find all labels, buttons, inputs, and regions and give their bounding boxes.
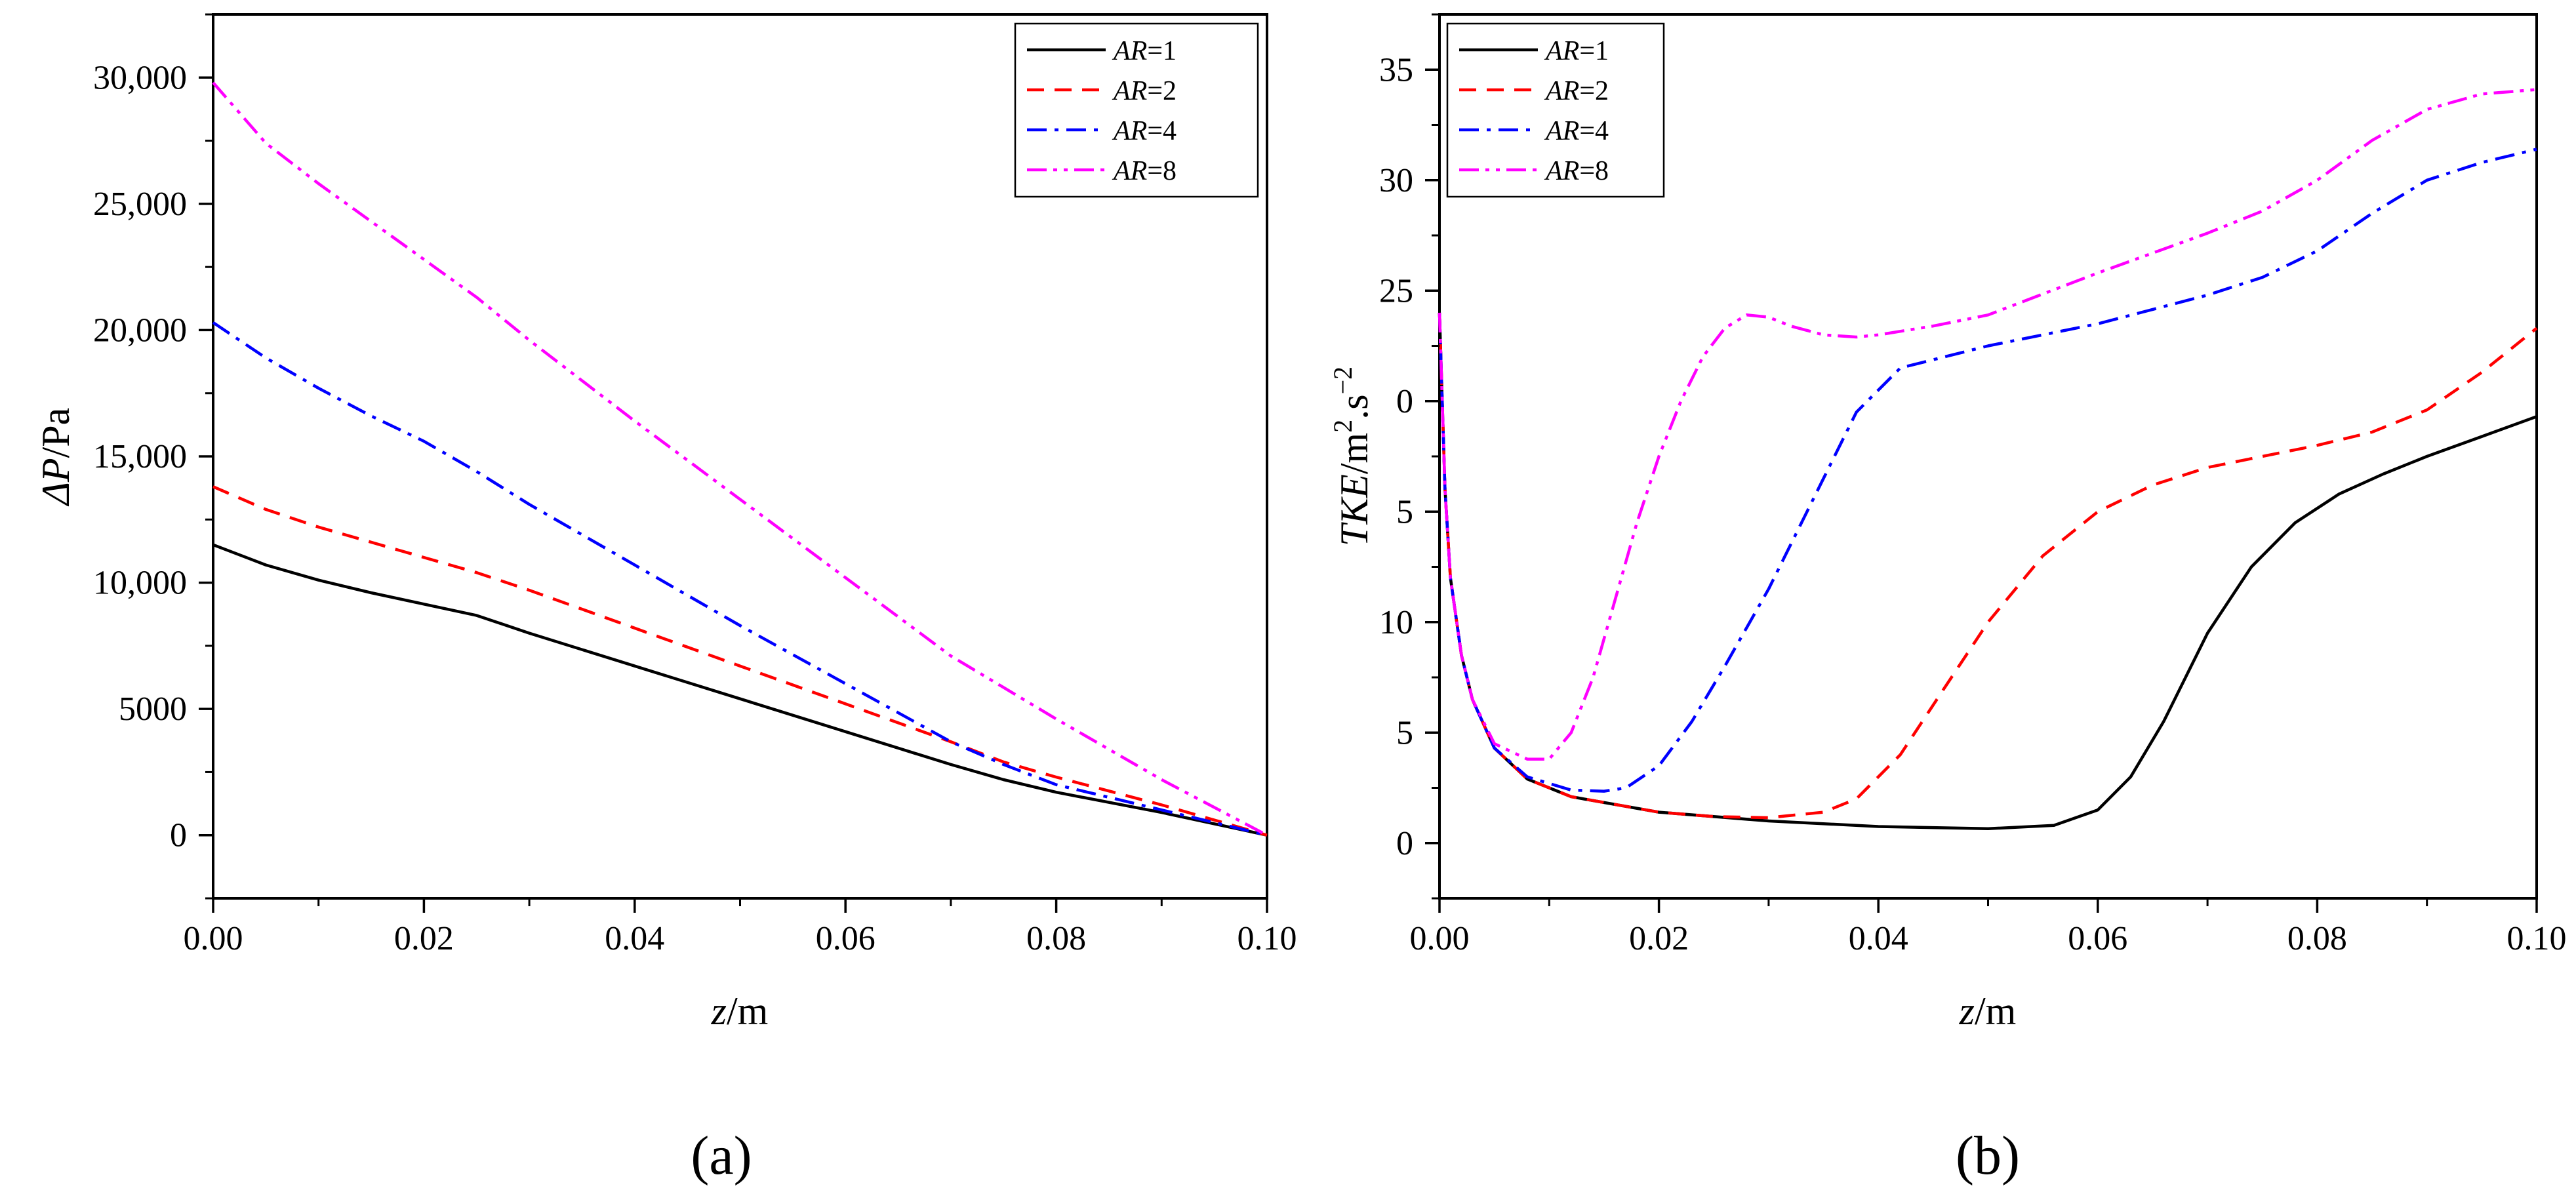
x-tick-label-b: 0.02	[1629, 920, 1689, 957]
series-line-b-4	[1438, 88, 2537, 761]
x-tick-label-b: 0.06	[2068, 920, 2127, 957]
legend-box-b	[1446, 22, 1665, 198]
y-tick-label-a: 15,000	[93, 438, 187, 475]
x-tick-label-b: 0.08	[2287, 920, 2347, 957]
curves-b	[1438, 88, 2538, 831]
legend-label-b-1: AR=1	[1544, 36, 1609, 66]
y-tick-label-b: 5	[1396, 714, 1413, 751]
series-line-a-3	[212, 321, 1268, 837]
legend-label-a-4: AR=8	[1112, 156, 1177, 186]
y-tick-label-a: 20,000	[93, 311, 187, 349]
x-tick-label-a: 0.04	[605, 920, 664, 957]
x-tick-label-a: 0.00	[184, 920, 243, 957]
legend-label-b-3: AR=4	[1544, 116, 1609, 146]
x-tick-label-b: 0.10	[2507, 920, 2567, 957]
legend-b: AR=1 AR=2 AR=4 AR=8	[1446, 22, 1665, 198]
y-ticks-a: 0 5000 10,000 15,000 20,000 25,000 30,000	[93, 13, 213, 900]
x-ticks-b: 0.00 0.02 0.04 0.06 0.08 0.10	[1410, 898, 2567, 957]
x-tick-label-b: 0.04	[1849, 920, 1908, 957]
panel-caption-a: (a)	[691, 1125, 752, 1186]
x-tick-label-a: 0.08	[1026, 920, 1086, 957]
legend-label-a-3: AR=4	[1112, 116, 1177, 146]
y-ticks-b: 0 5 10 5 0 25 30 35	[1379, 13, 1439, 900]
curves-a	[212, 81, 1268, 837]
x-tick-label-a: 0.06	[816, 920, 875, 957]
series-line-b-2	[1438, 312, 2538, 820]
series-line-b-1	[1438, 312, 2537, 831]
x-ticks-a: 0.00 0.02 0.04 0.06 0.08 0.10	[184, 898, 1297, 957]
x-axis-label-b: z/m	[1959, 989, 2017, 1033]
y-tick-label-b: 30	[1379, 162, 1413, 199]
y-tick-label-a: 30,000	[93, 59, 187, 96]
y-tick-label-a: 25,000	[93, 186, 187, 223]
legend-label-b-2: AR=2	[1544, 76, 1609, 106]
y-axis-label-a: ΔP/Pa	[34, 408, 77, 507]
legend-label-a-1: AR=1	[1112, 36, 1177, 66]
y-tick-label-b: 35	[1379, 51, 1413, 89]
x-tick-label-b: 0.00	[1410, 920, 1470, 957]
y-tick-label-a: 10,000	[93, 565, 187, 602]
legend-label-b-4: AR=8	[1544, 156, 1609, 186]
panel-caption-b: (b)	[1956, 1125, 2020, 1186]
series-line-a-4	[212, 81, 1268, 837]
y-tick-label-b: 0	[1396, 825, 1413, 862]
chart-b: 0.00 0.02 0.04 0.06 0.08 0.10 0 5 10 5 0 25 30 35 AR…	[1328, 13, 2567, 1186]
y-tick-label-b: 25	[1379, 272, 1413, 309]
y-tick-label-b: 10	[1379, 604, 1413, 641]
x-tick-label-a: 0.10	[1238, 920, 1297, 957]
x-tick-label-a: 0.02	[394, 920, 454, 957]
legend-box-a	[1014, 22, 1259, 198]
y-tick-label-b: 5	[1396, 493, 1413, 530]
y-tick-label-a: 5000	[119, 690, 187, 728]
series-line-a-1	[212, 543, 1268, 837]
series-line-a-2	[212, 485, 1268, 837]
y-tick-label-b: 0	[1396, 383, 1413, 420]
y-axis-label-b: TKE/m2.s−2	[1328, 367, 1376, 546]
legend-label-a-2: AR=2	[1112, 76, 1177, 106]
x-axis-label-a: z/m	[711, 989, 769, 1033]
y-tick-label-a: 0	[170, 817, 187, 854]
series-line-b-3	[1438, 148, 2537, 793]
legend-a: AR=1 AR=2 AR=4 AR=8	[1014, 22, 1259, 198]
chart-a: 0.00 0.02 0.04 0.06 0.08 0.10 0 5000 10,000 15,0…	[34, 13, 1297, 1186]
